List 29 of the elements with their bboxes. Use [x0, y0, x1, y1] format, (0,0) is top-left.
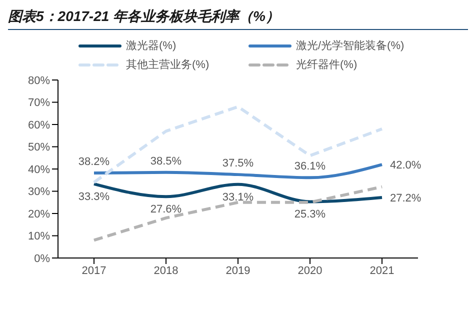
y-tick-label: 50%	[28, 142, 50, 154]
data-label: 25.3%	[294, 208, 326, 221]
data-label: 33.1%	[222, 191, 254, 204]
legend-label: 激光/光学智能装备(%)	[296, 39, 404, 53]
data-label: 36.1%	[294, 160, 326, 173]
y-tick-label: 60%	[28, 119, 50, 132]
y-tick-label: 10%	[28, 230, 50, 243]
data-label: 38.2%	[78, 156, 110, 168]
data-label: 33.3%	[78, 190, 110, 203]
legend-label: 其他主营业务(%)	[126, 58, 210, 72]
data-label: 27.6%	[150, 204, 182, 216]
y-tick-label: 30%	[28, 186, 50, 198]
x-tick-label: 2017	[82, 264, 106, 277]
y-tick-label: 20%	[28, 208, 50, 220]
legend-label: 激光器(%)	[126, 39, 176, 53]
chart-title: 图表5：2017-21 年各业务板块毛利率（%）	[8, 8, 468, 30]
y-tick-label: 80%	[28, 74, 50, 87]
data-label: 42.0%	[390, 160, 422, 172]
data-label: 37.5%	[222, 158, 254, 170]
y-tick-label: 0%	[34, 252, 50, 265]
y-tick-label: 40%	[28, 164, 50, 176]
x-tick-label: 2021	[370, 264, 394, 277]
legend-label: 光纤器件(%)	[296, 58, 358, 72]
x-tick-label: 2018	[154, 264, 178, 277]
data-label: 27.2%	[390, 192, 422, 204]
y-tick-label: 70%	[28, 97, 50, 110]
x-tick-label: 2019	[226, 264, 250, 277]
data-label: 38.5%	[150, 155, 182, 168]
x-tick-label: 2020	[298, 264, 322, 277]
